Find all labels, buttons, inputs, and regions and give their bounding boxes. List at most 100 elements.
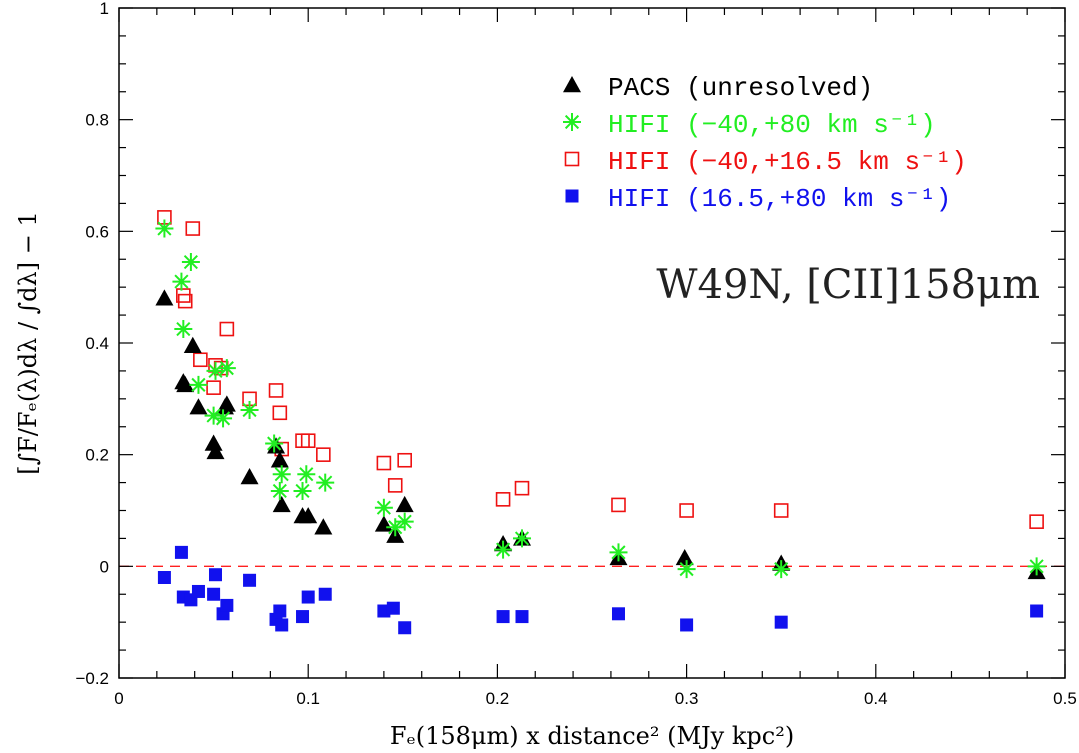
legend-label: PACS (unresolved) <box>608 73 873 103</box>
data-point-triangle <box>314 518 333 535</box>
data-point-filled-square <box>318 587 332 601</box>
legend: PACS (unresolved) HIFI (−40,+80 km s⁻¹) HI… <box>563 73 967 214</box>
plot-frame <box>118 7 1066 679</box>
data-point-asterisk <box>677 560 696 579</box>
data-point-asterisk <box>206 361 225 380</box>
y-tick-label: 0.2 <box>85 446 109 465</box>
data-point-open-square <box>193 352 208 368</box>
data-point-open-square <box>387 478 403 493</box>
data-point-filled-square <box>774 615 788 629</box>
data-point-asterisk <box>395 512 414 531</box>
data-point-filled-square <box>220 598 234 612</box>
data-point-open-square <box>514 480 530 496</box>
x-tick-label: 0.1 <box>296 689 320 708</box>
legend-label: HIFI (−40,+16.5 km s⁻¹) <box>608 147 967 177</box>
data-point-asterisk <box>189 375 208 394</box>
data-point-triangle <box>395 495 414 513</box>
data-point-triangle <box>204 434 223 451</box>
data-point-open-square <box>206 380 221 395</box>
data-point-asterisk <box>272 465 291 484</box>
data-point-filled-square <box>191 584 205 598</box>
data-point-asterisk <box>155 219 174 238</box>
y-tick-label: 0 <box>100 557 109 576</box>
data-point-asterisk <box>270 481 289 500</box>
data-point-filled-square <box>243 573 257 587</box>
data-point-open-square <box>295 433 310 449</box>
data-point-open-square <box>679 503 694 518</box>
data-point-asterisk <box>172 272 191 291</box>
x-tick-label: 0 <box>114 689 123 708</box>
data-point-filled-square <box>386 601 400 615</box>
data-point-asterisk <box>1027 557 1046 576</box>
data-point-triangle <box>270 451 289 468</box>
data-point-filled-square <box>174 545 188 559</box>
data-point-asterisk <box>204 406 223 425</box>
y-tick-label: −0.2 <box>75 669 109 688</box>
data-point-open-square <box>376 455 392 471</box>
data-point-open-square <box>773 503 789 518</box>
data-point-asterisk <box>512 529 531 548</box>
data-point-triangle <box>183 336 202 353</box>
data-point-filled-square <box>611 607 625 621</box>
y-tick-label: 1 <box>100 0 109 18</box>
data-point-filled-square <box>1030 604 1044 618</box>
data-point-asterisk <box>297 465 316 484</box>
data-point-asterisk <box>772 560 791 579</box>
data-point-asterisk <box>316 473 335 492</box>
data-point-asterisk <box>609 543 628 562</box>
data-point-asterisk <box>293 481 312 500</box>
data-point-asterisk <box>174 320 193 339</box>
data-point-asterisk <box>181 253 200 272</box>
x-tick-label: 0.5 <box>1053 689 1077 708</box>
y-tick-label: 0.8 <box>85 111 109 130</box>
data-point-asterisk <box>494 540 513 559</box>
data-point-asterisk <box>240 401 259 419</box>
legend-label: HIFI (16.5,+80 km s⁻¹) <box>608 184 951 214</box>
data-point-filled-square <box>680 618 694 632</box>
data-point-open-square <box>219 321 235 337</box>
legend-marker-filled-square <box>565 189 579 203</box>
data-point-open-square <box>272 405 288 421</box>
data-point-open-square <box>177 293 193 309</box>
data-point-triangle <box>176 375 195 393</box>
data-point-open-square <box>176 288 191 303</box>
data-point-filled-square <box>496 610 510 624</box>
legend-marker-triangle <box>563 76 581 93</box>
marks-layer <box>155 210 1046 635</box>
data-point-filled-square <box>515 610 529 624</box>
plot-annotation: W49N, [CII]158μm <box>656 262 1040 308</box>
x-tick-label: 0.3 <box>675 689 699 708</box>
x-tick-label: 0.2 <box>486 689 510 708</box>
data-point-filled-square <box>275 618 289 632</box>
y-axis-title: [∫F/Fₑ(λ)dλ / ∫dλ] − 1 <box>14 211 42 474</box>
x-tick-label: 0.4 <box>864 689 888 708</box>
legend-marker-asterisk <box>563 113 581 131</box>
data-point-asterisk <box>265 434 284 453</box>
data-point-asterisk <box>217 359 236 378</box>
y-tick-label: 0.6 <box>85 222 109 241</box>
data-point-asterisk <box>374 498 393 517</box>
ticks-layer: 0 0.1 0.2 0.3 0.4 0.5 −0.2 0 0.2 0.4 0.6 0.8 1 <box>75 0 1076 708</box>
data-point-filled-square <box>301 590 315 604</box>
legend-label: HIFI (−40,+80 km s⁻¹) <box>608 110 936 140</box>
data-point-open-square <box>1029 514 1044 529</box>
data-point-open-square <box>268 383 284 398</box>
data-point-open-square <box>316 447 331 462</box>
data-point-filled-square <box>208 568 222 582</box>
data-point-open-square <box>397 452 412 468</box>
data-point-filled-square <box>273 604 287 618</box>
data-point-triangle <box>299 507 318 524</box>
data-point-open-square <box>611 497 626 513</box>
data-point-open-square <box>495 492 511 507</box>
data-point-filled-square <box>207 587 221 601</box>
data-point-filled-square <box>157 571 171 584</box>
data-point-triangle <box>206 442 225 460</box>
data-point-asterisk <box>386 518 405 537</box>
y-tick-label: 0.4 <box>85 334 109 353</box>
data-point-triangle <box>675 548 694 566</box>
data-point-triangle <box>217 395 236 412</box>
data-point-filled-square <box>398 621 412 635</box>
data-point-open-square <box>300 433 316 449</box>
data-point-filled-square <box>296 610 310 624</box>
